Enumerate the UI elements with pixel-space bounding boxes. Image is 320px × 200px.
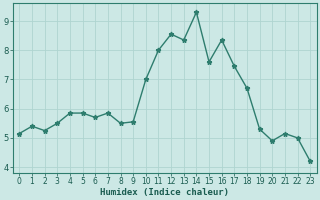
X-axis label: Humidex (Indice chaleur): Humidex (Indice chaleur) [100,188,229,197]
